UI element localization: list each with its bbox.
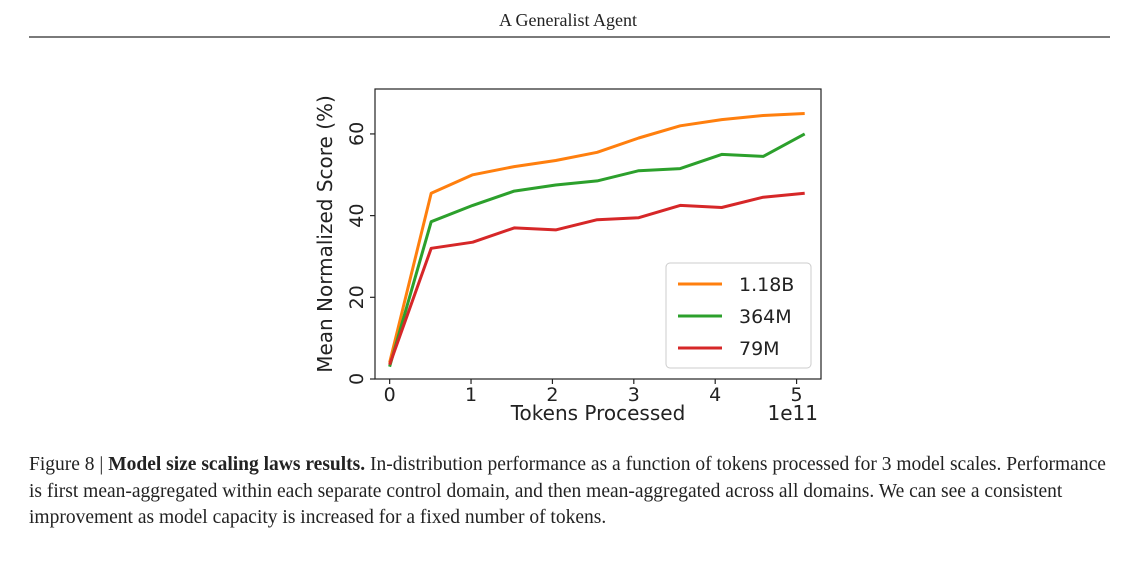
series-line-1.18B	[388, 112, 805, 364]
caption-body: In-distribution performance as a functio…	[29, 454, 1106, 528]
x-tick-label: 0	[384, 384, 396, 406]
plot-frame	[374, 88, 822, 380]
y-tick-label: 60	[346, 122, 368, 146]
x-axis-ticks: 0 1 2 3 4 5	[384, 379, 803, 406]
legend-box	[665, 262, 812, 369]
legend: 1.18B 364M 79M	[665, 262, 812, 369]
legend-label-79M: 79M	[739, 338, 780, 360]
x-axis-offset-text: 1e11	[768, 401, 818, 425]
x-tick-label: 2	[546, 384, 558, 406]
y-tick-label: 40	[346, 204, 368, 228]
y-tick-label: 20	[346, 285, 368, 309]
series-line-79M	[388, 191, 805, 366]
caption-prefix: Figure 8 |	[29, 454, 109, 475]
series-line-364M	[388, 132, 806, 368]
y-axis-label: Mean Normalized Score (%)	[313, 95, 337, 373]
x-tick-label: 1	[465, 384, 477, 406]
header-rule	[29, 36, 1110, 38]
running-header: A Generalist Agent	[499, 10, 637, 30]
figure-caption: Figure 8 | Model size scaling laws resul…	[29, 452, 1114, 532]
x-axis-label: Tokens Processed	[510, 401, 686, 425]
x-tick-label: 3	[628, 384, 640, 406]
plot-lines	[388, 112, 806, 368]
legend-label-1.18B: 1.18B	[739, 274, 794, 296]
caption-bold-title: Model size scaling laws results.	[108, 454, 366, 475]
legend-label-364M: 364M	[739, 306, 792, 328]
x-tick-label: 4	[709, 384, 721, 406]
y-tick-label: 0	[346, 373, 368, 385]
x-tick-label: 5	[791, 384, 803, 406]
y-axis-ticks: 0 20 40 60	[346, 122, 375, 385]
